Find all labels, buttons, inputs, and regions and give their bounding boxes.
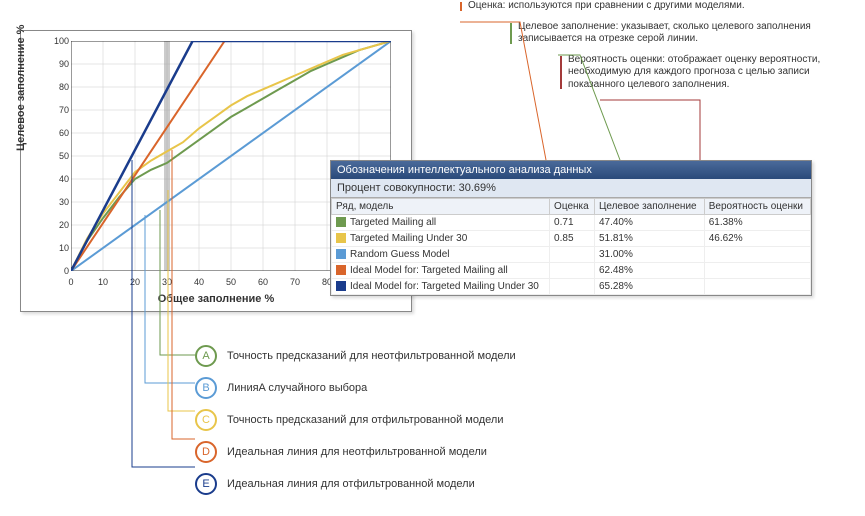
y-axis-ticks: 0102030405060708090100 xyxy=(51,41,69,271)
key-item: EИдеальная линия для отфильтрованной мод… xyxy=(195,473,516,495)
key-list: AТочность предсказаний для неотфильтрова… xyxy=(195,345,516,505)
callout: Вероятность оценки: отображает оценку ве… xyxy=(560,54,860,92)
key-badge: D xyxy=(195,441,217,463)
legend-table: Ряд, модельОценкаЦелевое заполнениеВероя… xyxy=(331,198,811,295)
legend-subtitle: Процент совокупности: 30.69% xyxy=(331,179,811,198)
key-badge: E xyxy=(195,473,217,495)
y-axis-label: Целевое заполнение % xyxy=(15,25,27,151)
key-item: DИдеальная линия для неотфильтрованной м… xyxy=(195,441,516,463)
table-row: Targeted Mailing all0.7147.40%61.38% xyxy=(332,215,811,231)
key-item: AТочность предсказаний для неотфильтрова… xyxy=(195,345,516,367)
callouts: Оценка: используются при сравнении с дру… xyxy=(460,0,860,99)
table-row: Random Guess Model31.00% xyxy=(332,247,811,263)
callout: Оценка: используются при сравнении с дру… xyxy=(460,0,860,13)
key-badge: C xyxy=(195,409,217,431)
key-badge: B xyxy=(195,377,217,399)
key-item: CТочность предсказаний для отфильтрованн… xyxy=(195,409,516,431)
callout: Целевое заполнение: указывает, сколько ц… xyxy=(510,21,860,46)
legend-panel: Обозначения интеллектуального анализа да… xyxy=(330,160,812,296)
key-badge: A xyxy=(195,345,217,367)
table-row: Ideal Model for: Targeted Mailing Under … xyxy=(332,279,811,295)
table-row: Targeted Mailing Under 300.8551.81%46.62… xyxy=(332,231,811,247)
table-row: Ideal Model for: Targeted Mailing all62.… xyxy=(332,263,811,279)
legend-title: Обозначения интеллектуального анализа да… xyxy=(331,161,811,179)
key-item: BЛинияA случайного выбора xyxy=(195,377,516,399)
